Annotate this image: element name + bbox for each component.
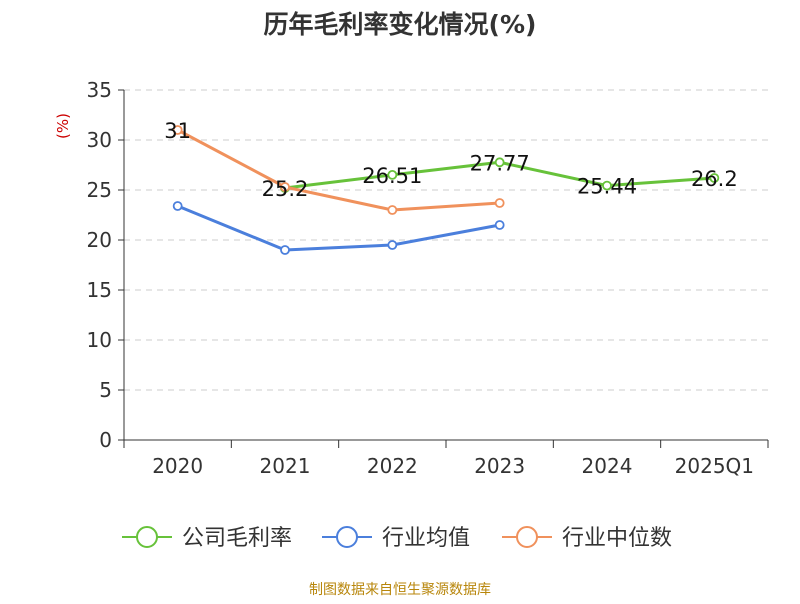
y-tick-label: 25 (87, 178, 112, 202)
series-line (176, 204, 502, 252)
data-label: 25.2 (262, 177, 309, 201)
legend-marker-icon (136, 526, 158, 548)
legend-label: 行业均值 (382, 526, 470, 551)
legend-item[interactable]: 公司毛利率 (122, 526, 292, 551)
y-tick-label: 10 (87, 328, 112, 352)
legend-marker-icon (336, 526, 358, 548)
x-tick-label: 2023 (474, 454, 525, 478)
data-label: 26.2 (691, 167, 738, 191)
legend-item[interactable]: 行业中位数 (502, 526, 672, 551)
series-line (176, 128, 502, 212)
series-group (172, 125, 720, 255)
legend-item[interactable]: 行业均值 (322, 526, 470, 551)
y-tick-label: 30 (87, 128, 112, 152)
data-point[interactable] (602, 180, 612, 191)
source-footer: 制图数据来自恒生聚源数据库 (309, 582, 491, 598)
y-tick-label: 0 (99, 428, 112, 452)
gridlines (124, 89, 768, 391)
chart-title: 历年毛利率变化情况(%) (264, 10, 537, 39)
data-point[interactable] (494, 220, 505, 230)
data-labels: 25.2 26.51 27.77 25.44 26.2 31 (164, 119, 737, 201)
legend-marker-icon (516, 526, 538, 548)
data-point[interactable] (494, 198, 505, 208)
data-label: 31 (164, 119, 191, 143)
axes: 0 5 10 15 20 25 30 35 2020 2021 2022 2023 2024 2025Q1 (87, 78, 769, 478)
data-point[interactable] (387, 169, 398, 180)
data-point[interactable] (387, 240, 398, 250)
legend-label: 公司毛利率 (182, 526, 292, 551)
x-tick-label: 2021 (260, 454, 311, 478)
y-tick-label: 35 (87, 78, 112, 102)
x-tick-label: 2020 (152, 454, 203, 478)
y-tick-label: 15 (87, 278, 112, 302)
data-label: 26.51 (362, 164, 422, 188)
x-tick-label: 2024 (582, 454, 633, 478)
y-tick-label: 20 (87, 228, 112, 252)
data-point[interactable] (172, 125, 183, 135)
y-axis-label: (%) (54, 113, 72, 139)
data-label: 25.44 (577, 175, 637, 199)
data-point[interactable] (172, 201, 183, 211)
legend-label: 行业中位数 (562, 526, 672, 551)
x-tick-label: 2025Q1 (675, 454, 754, 478)
data-label: 27.77 (470, 151, 530, 175)
data-point[interactable] (709, 173, 720, 183)
y-tick-label: 5 (99, 378, 112, 402)
data-point[interactable] (280, 245, 290, 255)
data-point[interactable] (280, 182, 290, 192)
data-point[interactable] (387, 205, 398, 215)
data-point[interactable] (494, 157, 505, 168)
x-tick-label: 2022 (367, 454, 418, 478)
legend[interactable]: 公司毛利率 行业均值 行业中位数 (122, 526, 672, 551)
